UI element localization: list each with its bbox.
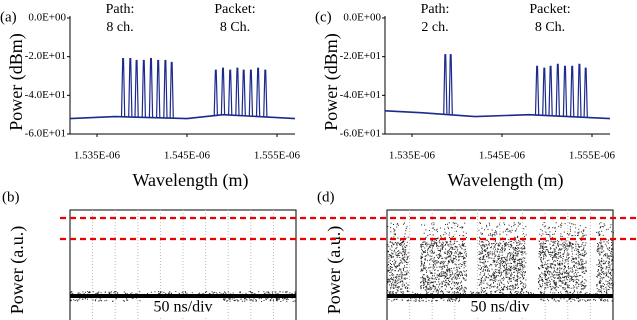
spectral-peak — [536, 66, 539, 115]
y-axis-label: Power (dBm) — [321, 33, 342, 131]
x-tick-label: 1.545E-06 — [164, 150, 211, 162]
spectral-peak — [170, 62, 173, 118]
x-tick-label: 1.535E-06 — [74, 150, 121, 162]
spectral-peak — [257, 68, 260, 116]
y-tick-label: -2.0E+01 — [340, 50, 381, 62]
annotation: 50 ns/div — [153, 299, 212, 316]
annotation: 2 ch. — [421, 20, 448, 35]
spectral-peak — [164, 61, 167, 118]
annotation: 8 Ch. — [535, 20, 565, 35]
annotation: Packet: — [214, 2, 255, 17]
spectrum-floor — [70, 115, 295, 119]
spectral-peak — [571, 66, 574, 116]
x-tick-label: 1.545E-06 — [479, 150, 526, 162]
y-axis-label: Power (dBm) — [6, 33, 27, 131]
spectral-peak — [242, 70, 245, 116]
x-tick-label: 1.555E-06 — [254, 150, 301, 162]
baseline-trace — [70, 294, 296, 298]
x-tick-label: 1.535E-06 — [389, 150, 436, 162]
panel-label: (b) — [2, 189, 20, 205]
x-axis-label: Wavelength (m) — [132, 170, 248, 191]
annotation: 50 ns/div — [470, 299, 529, 316]
y-tick-label: 0.0E+00 — [28, 12, 66, 24]
panel-label: (a) — [0, 9, 17, 25]
spectral-peak — [449, 55, 452, 115]
y-tick-label: 0.0E+00 — [343, 12, 381, 24]
figure: (a) 0.0E+00 -2.0E+01 -4.0E+01 -6.0E+01 1.535E… — [0, 0, 637, 320]
spectral-peak — [135, 61, 138, 118]
baseline-trace — [387, 294, 613, 298]
y-tick-label: -4.0E+01 — [25, 89, 66, 101]
spectral-peak — [149, 59, 152, 118]
annotation: Path: — [106, 2, 135, 17]
y-axis-label: Power (a.u.) — [7, 226, 28, 314]
y-tick-label: -4.0E+01 — [340, 89, 381, 101]
y-tick-label: -6.0E+01 — [340, 128, 381, 140]
spectral-peak — [556, 64, 559, 116]
spectral-peak — [249, 70, 252, 116]
spectral-peak — [221, 68, 224, 114]
spectral-peak — [122, 59, 125, 117]
panel-label: (d) — [317, 189, 335, 205]
spectral-peak — [157, 61, 160, 118]
spectral-peak — [543, 68, 546, 115]
annotation: Path: — [421, 2, 450, 17]
annotation: Packet: — [529, 2, 570, 17]
panel-label: (c) — [315, 9, 332, 25]
spectral-peak — [549, 66, 552, 115]
x-axis-label: Wavelength (m) — [447, 170, 563, 191]
annotation: 8 Ch. — [220, 20, 250, 35]
spectrum-floor — [385, 111, 610, 119]
spectral-peak — [578, 64, 581, 117]
spectral-peak — [229, 70, 232, 115]
y-tick-label: -2.0E+01 — [25, 50, 66, 62]
spectral-peak — [563, 66, 566, 116]
spectral-peak — [444, 55, 447, 115]
spectral-peak — [264, 70, 267, 117]
spectral-peak — [214, 70, 217, 115]
annotation: 8 ch. — [106, 20, 133, 35]
spectral-peak — [142, 61, 145, 118]
spectral-peak — [236, 68, 239, 115]
spectral-peak — [129, 59, 132, 117]
x-tick-label: 1.555E-06 — [569, 150, 616, 162]
y-tick-label: -6.0E+01 — [25, 128, 66, 140]
spectral-peak — [584, 68, 587, 117]
panels: (a) 0.0E+00 -2.0E+01 -4.0E+01 -6.0E+01 1.535E… — [0, 2, 616, 320]
